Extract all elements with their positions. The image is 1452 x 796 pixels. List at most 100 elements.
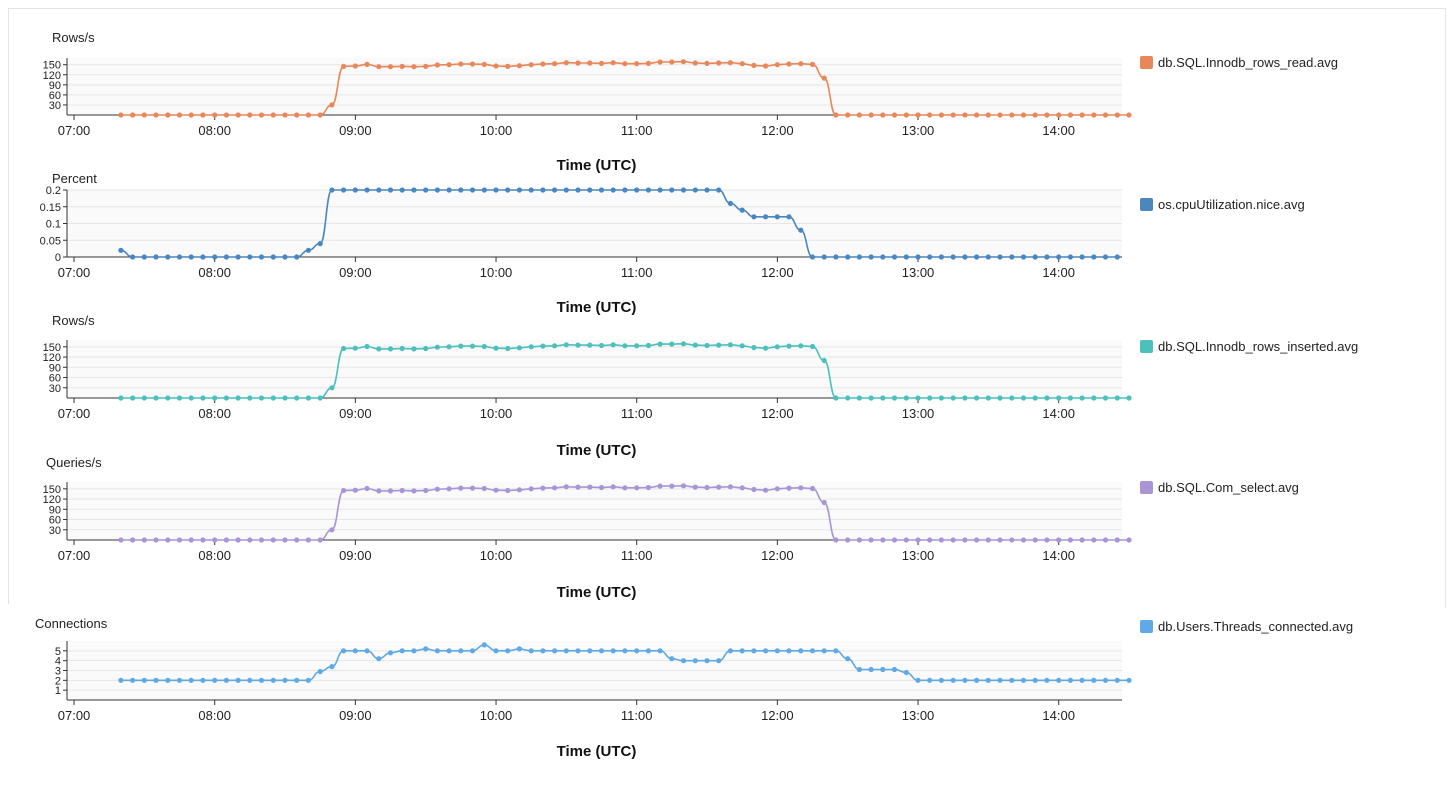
x-tick-label: 10:00 (480, 406, 513, 421)
data-point (587, 60, 593, 66)
data-point (727, 60, 734, 66)
data-point (376, 64, 382, 70)
data-point (575, 60, 581, 66)
y-tick-label: 120 (43, 70, 61, 82)
legend-item: os.cpuUtilization.nice.avg (1140, 197, 1305, 212)
data-point (680, 483, 687, 489)
data-point (1020, 537, 1027, 543)
data-point (763, 214, 769, 220)
x-tick-label: 08:00 (198, 548, 231, 563)
data-point (563, 60, 569, 66)
data-point (950, 254, 956, 260)
data-point (1032, 395, 1038, 401)
data-point (329, 187, 335, 193)
data-point (739, 648, 745, 654)
legend-swatch (1140, 340, 1153, 353)
data-point (587, 648, 593, 654)
x-tick-label: 09:00 (339, 406, 372, 421)
y-tick-label: 60 (49, 90, 61, 102)
data-point (915, 677, 921, 683)
x-tick-label: 10:00 (480, 265, 513, 280)
data-point (458, 648, 464, 654)
data-point (1102, 677, 1109, 683)
data-point (563, 342, 569, 348)
data-point (493, 187, 499, 193)
data-point (317, 395, 323, 401)
data-point (786, 343, 792, 349)
data-point (809, 343, 816, 350)
data-point (669, 341, 675, 347)
data-point (1067, 112, 1073, 118)
data-point (235, 537, 241, 543)
data-point (130, 537, 136, 543)
data-point (200, 254, 206, 260)
data-point (258, 395, 265, 401)
legend-item: db.Users.Threads_connected.avg (1140, 619, 1353, 634)
data-point (352, 187, 358, 193)
y-tick-label: 30 (49, 525, 61, 537)
y-tick-label: 60 (49, 373, 61, 385)
data-point (458, 61, 464, 67)
data-point (282, 677, 288, 683)
data-point (751, 344, 757, 351)
data-point (950, 395, 956, 401)
data-point (950, 537, 956, 543)
data-point (282, 395, 288, 401)
data-point (247, 537, 253, 543)
data-point (352, 63, 358, 69)
data-point (528, 344, 534, 350)
data-point (1009, 395, 1015, 401)
data-point (915, 537, 921, 543)
y-tick-label: 90 (49, 504, 61, 516)
data-point (821, 357, 827, 364)
data-point (165, 537, 171, 543)
data-point (962, 537, 968, 543)
data-point (469, 485, 476, 491)
data-point (153, 254, 159, 260)
data-point (727, 342, 734, 348)
legend-swatch (1140, 481, 1153, 494)
data-point (716, 342, 722, 348)
data-point (575, 342, 581, 348)
data-point (974, 537, 980, 543)
data-point (739, 61, 745, 67)
data-point (235, 677, 241, 683)
data-point (587, 484, 593, 490)
data-point (352, 487, 358, 493)
data-point (223, 395, 229, 401)
data-point (833, 395, 839, 401)
data-point (469, 61, 476, 67)
data-point (516, 63, 523, 69)
data-point (282, 112, 288, 118)
data-point (856, 395, 863, 401)
data-point (493, 487, 499, 493)
data-point (997, 677, 1003, 683)
data-point (469, 343, 476, 349)
data-point (669, 483, 675, 489)
data-point (247, 677, 253, 683)
data-point (903, 395, 909, 401)
data-point (364, 343, 370, 350)
data-point (598, 648, 605, 654)
data-point (341, 648, 347, 654)
data-point (587, 342, 593, 348)
data-point (868, 112, 874, 118)
data-point (270, 112, 276, 118)
data-point (282, 537, 288, 543)
x-tick-label: 14:00 (1042, 548, 1075, 563)
legend-label: db.SQL.Innodb_rows_inserted.avg (1158, 339, 1358, 354)
data-point (481, 485, 487, 492)
data-point (423, 646, 429, 652)
x-tick-label: 07:00 (58, 548, 91, 563)
data-point (856, 537, 863, 543)
data-point (176, 537, 183, 543)
data-point (1056, 677, 1062, 683)
legend-item: db.SQL.Innodb_rows_read.avg (1140, 55, 1338, 70)
data-point (938, 537, 945, 543)
data-point (962, 395, 968, 401)
data-point (387, 488, 394, 494)
x-axis-title: Time (UTC) (557, 442, 637, 459)
data-point (716, 484, 722, 490)
x-tick-label: 10:00 (480, 708, 513, 723)
